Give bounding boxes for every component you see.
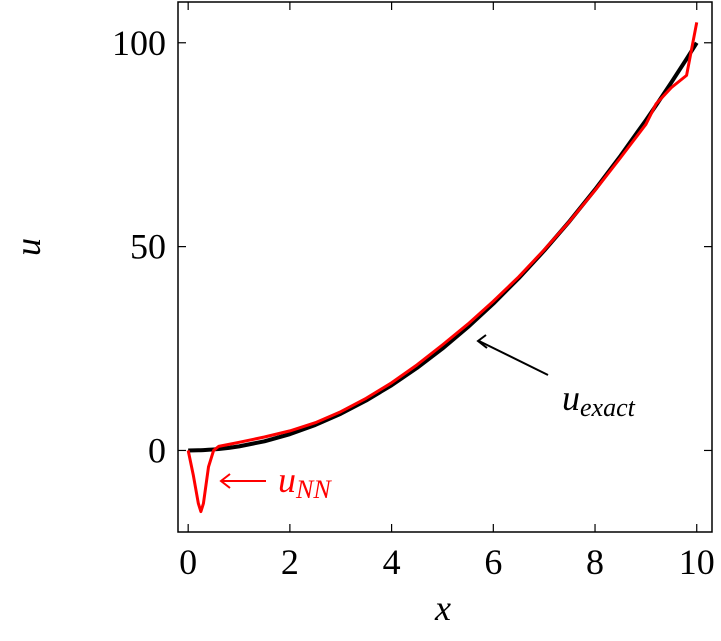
x-tick-label: 0 xyxy=(179,542,197,582)
annotation-arrow xyxy=(478,340,549,376)
annotation-text: uNN xyxy=(278,460,332,504)
plot-frame xyxy=(177,1,713,533)
x-tick-label: 4 xyxy=(383,542,401,582)
x-tick-label: 10 xyxy=(679,542,715,582)
line-series xyxy=(186,22,699,514)
arrow-head xyxy=(219,473,231,489)
annotation-exact: uexact xyxy=(476,334,636,422)
annotation-nn: uNN xyxy=(219,460,332,504)
y-tick-label: 0 xyxy=(148,430,166,470)
y-axis-label: u xyxy=(8,238,48,256)
y-tick-label: 50 xyxy=(130,227,166,267)
y-tick-label: 100 xyxy=(112,23,166,63)
x-axis-label: x xyxy=(434,588,451,628)
x-tick-label: 8 xyxy=(586,542,604,582)
line-series xyxy=(188,41,699,453)
arrow-head xyxy=(476,334,488,349)
annotation-text: uexact xyxy=(562,378,636,422)
x-tick-label: 6 xyxy=(484,542,502,582)
x-tick-label: 2 xyxy=(281,542,299,582)
